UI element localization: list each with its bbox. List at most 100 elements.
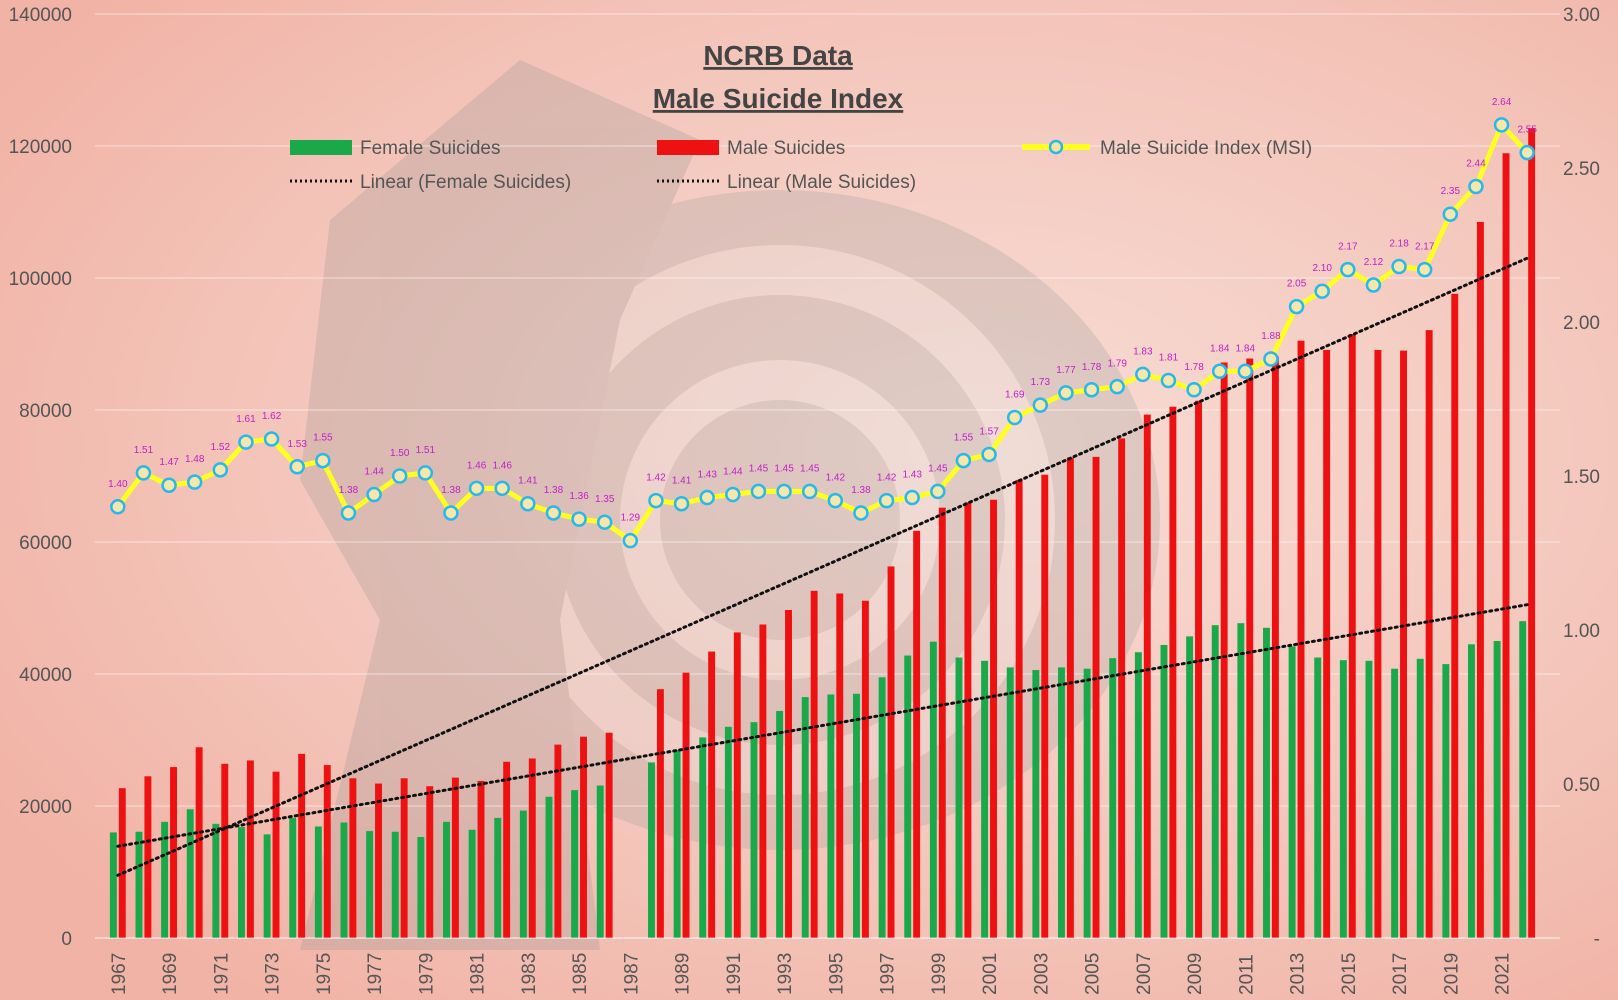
female-suicides-bar [238,827,245,938]
male-suicides-bar [400,778,408,938]
legend-label-female: Female Suicides [360,138,500,159]
x-tick-label: 1981 [468,953,489,995]
msi-point [110,499,126,515]
legend-swatch-male [657,140,719,155]
female-suicides-bar [801,697,809,938]
msi-point [1160,372,1177,389]
msi-point [545,505,562,521]
female-suicides-bar [1006,667,1014,938]
male-suicides-bar [528,758,536,938]
msi-data-label: 1.35 [595,494,615,505]
msi-point [1186,382,1202,398]
y-left-tick-label: 120000 [9,137,72,158]
msi-point [596,514,613,530]
female-suicides-bar [1186,636,1194,938]
female-suicides-bar [314,826,322,938]
trendline [116,603,1529,848]
legend-item-msi: Male Suicide Index (MSI) [1022,138,1312,159]
male-suicides-bar [1348,334,1356,939]
msi-data-label: 2.05 [1287,279,1307,290]
msi-point [443,505,459,521]
female-suicides-bar [724,726,732,938]
msi-point [1442,206,1459,222]
male-suicides-bar [503,761,511,938]
female-suicides-bar [289,817,297,938]
chart-subtitle: Male Suicide Index [653,83,904,114]
male-suicides-bar [1169,406,1177,938]
female-suicides-bar [1519,621,1527,938]
x-tick-label: 1967 [109,953,130,995]
male-suicides-bar [708,651,716,938]
msi-data-label: 1.45 [928,463,948,474]
msi-data-label: 1.62 [262,411,282,422]
female-suicides-bar [904,655,912,938]
x-tick-label: 1971 [211,953,232,995]
msi-data-label: 1.51 [134,445,154,456]
msi-point [955,452,972,469]
male-suicides-bar [605,732,613,938]
msi-data-label: 2.55 [1517,125,1537,136]
y-left-tick-label: 100000 [9,269,72,290]
female-suicides-bar [494,817,502,938]
msi-point [135,465,152,481]
msi-data-label: 1.83 [1133,346,1153,357]
x-tick-label: 2003 [1031,953,1052,995]
male-suicides-bar [323,765,331,938]
msi-point [673,495,690,512]
male-suicides-bar [682,672,690,938]
male-suicides-bar [298,753,306,938]
msi-point [289,459,305,475]
msi-point [776,483,792,500]
female-suicides-bar [1032,670,1040,938]
msi-point [1032,397,1049,413]
msi-data-label: 1.41 [672,476,692,487]
msi-data-label: 1.55 [954,433,974,444]
y-right-tick-label: - [1594,929,1600,950]
x-tick-label: 2001 [980,953,1001,995]
female-suicides-bar [340,822,348,938]
male-suicides-bar [913,530,921,938]
male-suicides-bar [1220,362,1228,939]
female-suicides-bar [648,762,655,938]
female-suicides-bar [1416,658,1424,938]
msi-data-label: 1.36 [569,491,589,502]
female-suicides-bar [186,809,194,938]
female-suicides-bar [1365,660,1373,938]
x-tick-label: 2015 [1339,953,1360,995]
msi-point [1058,385,1074,401]
msi-point [1391,258,1407,275]
msi-data-label: 1.50 [390,448,410,459]
female-suicides-bar [571,790,579,938]
msi-point [1237,363,1254,380]
legend-item-linear-female: Linear (Female Suicides) [290,172,571,193]
msi-data-label: 1.42 [646,473,666,484]
msi-point [853,505,869,521]
msi-data-label: 1.43 [697,470,717,481]
msi-point [801,483,818,500]
female-suicides-bar [1314,657,1322,938]
msi-data-label: 1.53 [287,439,307,450]
y-right-tick-label: 1.50 [1563,467,1600,488]
bars-layer [109,128,1536,939]
male-suicides-bar [861,600,869,938]
male-suicides-bar [964,502,972,938]
y-right-tick-label: 2.00 [1563,313,1600,334]
female-suicides-bar [878,677,886,938]
x-tick-label: 1975 [314,953,335,995]
male-suicides-bar [1041,474,1049,938]
male-suicides-bar [1143,414,1151,938]
msi-data-label: 1.78 [1184,362,1204,373]
male-suicides-bar [1502,153,1510,938]
x-tick-label: 1979 [416,953,437,995]
msi-point [468,480,485,497]
female-suicides-bar [981,660,989,938]
msi-data-label: 2.44 [1466,158,1486,169]
msi-point [161,477,177,493]
legend-swatch-msi-marker [1048,139,1064,155]
msi-data-label: 1.51 [416,445,436,456]
msi-data-label: 2.17 [1415,242,1435,253]
x-tick-label: 1997 [878,953,899,995]
male-suicides-bar [1476,221,1484,938]
msi-point [878,492,895,509]
legend-label-msi: Male Suicide Index (MSI) [1100,138,1312,159]
